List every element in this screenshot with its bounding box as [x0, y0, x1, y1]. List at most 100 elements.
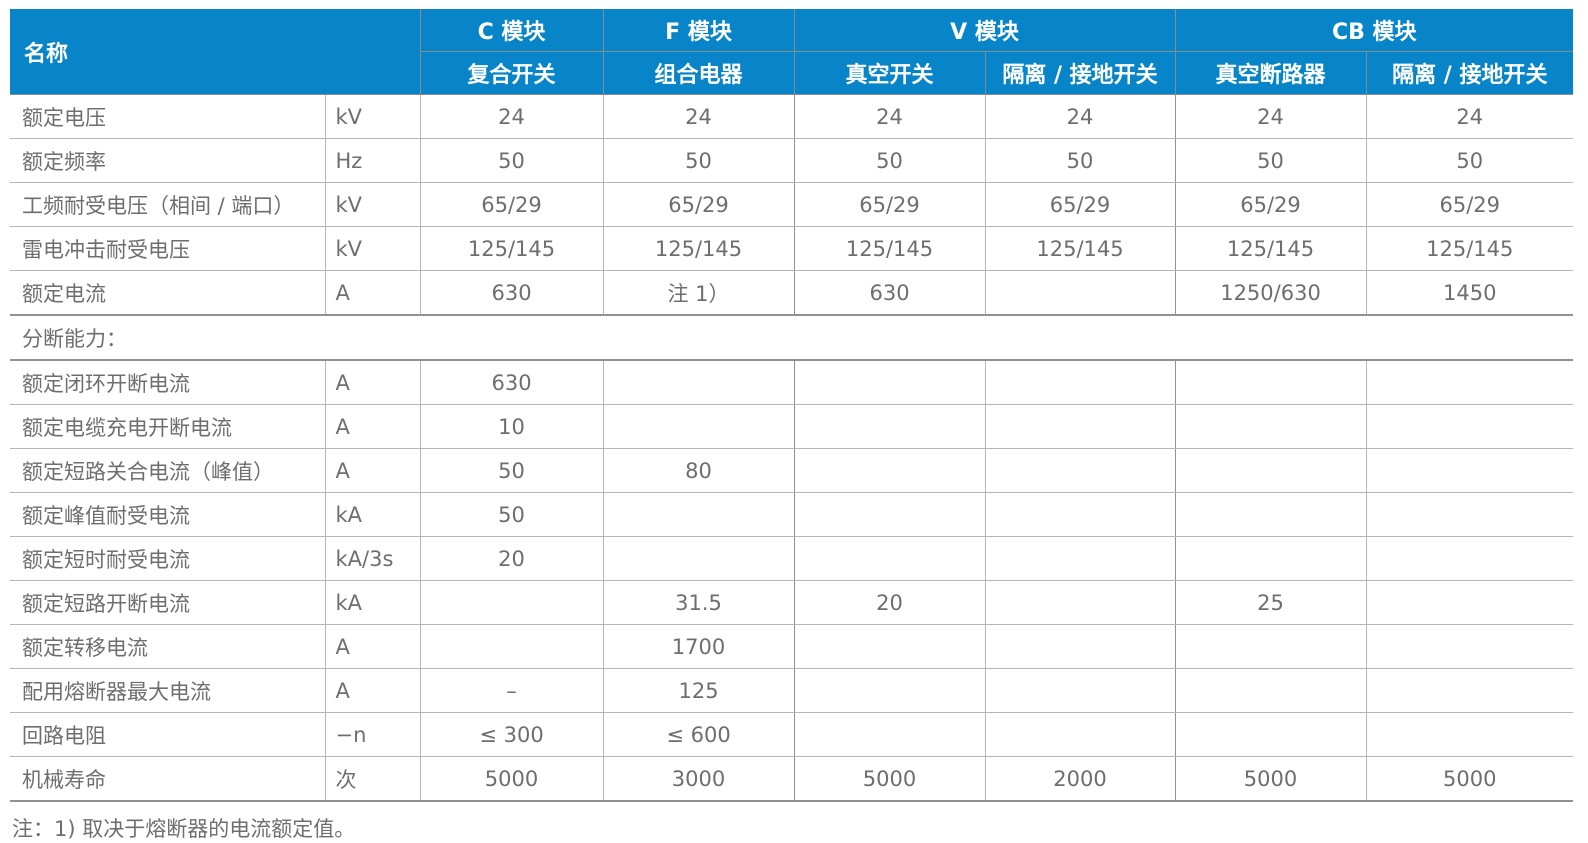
value-cell: 5000	[1175, 756, 1367, 802]
header-group-row: 名称 C 模块 F 模块 V 模块 CB 模块	[10, 9, 1574, 95]
value-cell: 24	[794, 94, 986, 139]
value-cell	[1366, 404, 1574, 449]
row-label: 额定电压	[10, 94, 326, 139]
value-cell: 20	[420, 536, 604, 581]
row-label: 额定电流	[10, 270, 326, 316]
table-row: 机械寿命次 5000 3000 5000 2000 5000 5000	[10, 756, 1574, 802]
value-cell: 125/145	[420, 226, 604, 271]
value-cell: 65/29	[1175, 182, 1367, 227]
value-cell: 24	[1366, 94, 1574, 139]
value-cell	[794, 624, 986, 669]
value-cell: 65/29	[985, 182, 1176, 227]
value-cell	[1175, 404, 1367, 449]
unit-cell: A	[325, 668, 421, 713]
value-cell: ≤ 600	[603, 712, 795, 757]
value-cell	[1175, 624, 1367, 669]
column-header-name: 名称	[10, 9, 421, 95]
value-cell	[1175, 360, 1367, 405]
value-cell	[794, 536, 986, 581]
value-cell: 630	[420, 360, 604, 405]
row-label: 雷电冲击耐受电压	[10, 226, 326, 271]
value-cell: 5000	[794, 756, 986, 802]
value-cell: 125/145	[985, 226, 1176, 271]
row-label: 额定频率	[10, 138, 326, 183]
column-header-group-f: F 模块	[602, 9, 795, 52]
section-label: 分断能力：	[10, 314, 1574, 361]
value-cell: 2000	[985, 756, 1176, 802]
unit-cell: kA	[325, 580, 421, 625]
table-row: 额定峰值耐受电流 kA 50	[10, 492, 1574, 537]
row-label: 机械寿命	[10, 756, 326, 802]
row-label: 额定短时耐受电流	[10, 536, 326, 581]
value-cell	[985, 668, 1176, 713]
column-header-group-c: C 模块	[419, 9, 604, 52]
value-cell	[603, 492, 795, 537]
value-cell	[1175, 492, 1367, 537]
value-cell: 50	[420, 448, 604, 493]
value-cell	[985, 404, 1176, 449]
table-row: 额定电压 kV 24 24 24 24 24 24	[10, 94, 1574, 139]
table-row: 额定短时耐受电流 kA/3s 20	[10, 536, 1574, 581]
unit-cell: kV	[325, 226, 421, 271]
spec-table-body: 额定电压 kV 24 24 24 24 24 24 额定频率 Hz 50 50 50 50 50 50 工频耐受…	[10, 94, 1574, 802]
row-label: 工频耐受电压（相间 / 端口）	[10, 182, 326, 227]
value-cell: 65/29	[603, 182, 795, 227]
row-label: 回路电阻	[10, 712, 326, 757]
value-cell: 50	[1175, 138, 1367, 183]
value-cell: 25	[1175, 580, 1367, 625]
table-row: 回路电阻 −n ≤ 300 ≤ 600	[10, 712, 1574, 757]
value-cell: 65/29	[794, 182, 986, 227]
value-cell: 24	[420, 94, 604, 139]
table-row: 额定短路开断电流 kA 31.5 20 25	[10, 580, 1574, 625]
value-cell: 24	[1175, 94, 1367, 139]
table-row: 额定电缆充电开断电流 A 10	[10, 404, 1574, 449]
value-cell	[1366, 712, 1574, 757]
table-row: 额定转移电流 A 1700	[10, 624, 1574, 669]
value-cell	[794, 360, 986, 405]
value-cell: 5000	[1366, 756, 1574, 802]
value-cell	[1366, 668, 1574, 713]
column-header-v-vacuum-switch: 真空开关	[793, 51, 986, 95]
value-cell	[1366, 360, 1574, 405]
row-label: 额定闭环开断电流	[10, 360, 326, 405]
value-cell	[1366, 580, 1574, 625]
value-cell	[1366, 624, 1574, 669]
unit-cell: A	[325, 270, 421, 316]
unit-cell: kA	[325, 492, 421, 537]
value-cell: 125/145	[1366, 226, 1574, 271]
row-label: 额定短路关合电流（峰值）	[10, 448, 326, 493]
value-cell: 125	[603, 668, 795, 713]
header-sub-row: 复合开关 组合电器 真空开关 隔离 / 接地开关 真空断路器 隔离 / 接地开关	[10, 51, 1574, 95]
section-row: 分断能力：	[10, 314, 1574, 361]
value-cell	[1175, 712, 1367, 757]
column-header-v-disconnector-earthing-switch: 隔离 / 接地开关	[984, 51, 1176, 95]
unit-cell: 次	[325, 756, 421, 802]
value-cell	[1175, 536, 1367, 581]
value-cell	[794, 668, 986, 713]
value-cell: 24	[985, 94, 1176, 139]
value-cell: 1450	[1366, 270, 1574, 316]
row-label: 额定转移电流	[10, 624, 326, 669]
footnote: 注：1) 取决于熔断器的电流额定值。	[12, 817, 356, 841]
value-cell: 50	[1366, 138, 1574, 183]
value-cell: 1250/630	[1175, 270, 1367, 316]
value-cell	[1175, 668, 1367, 713]
value-cell: 65/29	[1366, 182, 1574, 227]
column-header-f-combination-apparatus: 组合电器	[602, 51, 795, 95]
value-cell	[985, 360, 1176, 405]
row-label: 额定电缆充电开断电流	[10, 404, 326, 449]
value-cell: 50	[985, 138, 1176, 183]
value-cell: 20	[794, 580, 986, 625]
row-label: 额定短路开断电流	[10, 580, 326, 625]
value-cell: 65/29	[420, 182, 604, 227]
unit-cell: kV	[325, 182, 421, 227]
value-cell: 125/145	[603, 226, 795, 271]
unit-cell: Hz	[325, 138, 421, 183]
value-cell: 50	[794, 138, 986, 183]
value-cell	[985, 580, 1176, 625]
unit-cell: A	[325, 624, 421, 669]
column-header-c-composite-switch: 复合开关	[419, 51, 604, 95]
value-cell	[1366, 448, 1574, 493]
column-header-group-cb: CB 模块	[1174, 9, 1574, 52]
